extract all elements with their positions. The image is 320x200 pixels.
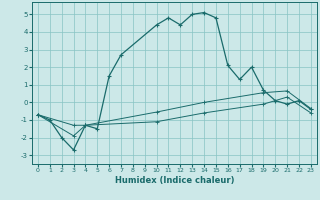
X-axis label: Humidex (Indice chaleur): Humidex (Indice chaleur) bbox=[115, 176, 234, 185]
